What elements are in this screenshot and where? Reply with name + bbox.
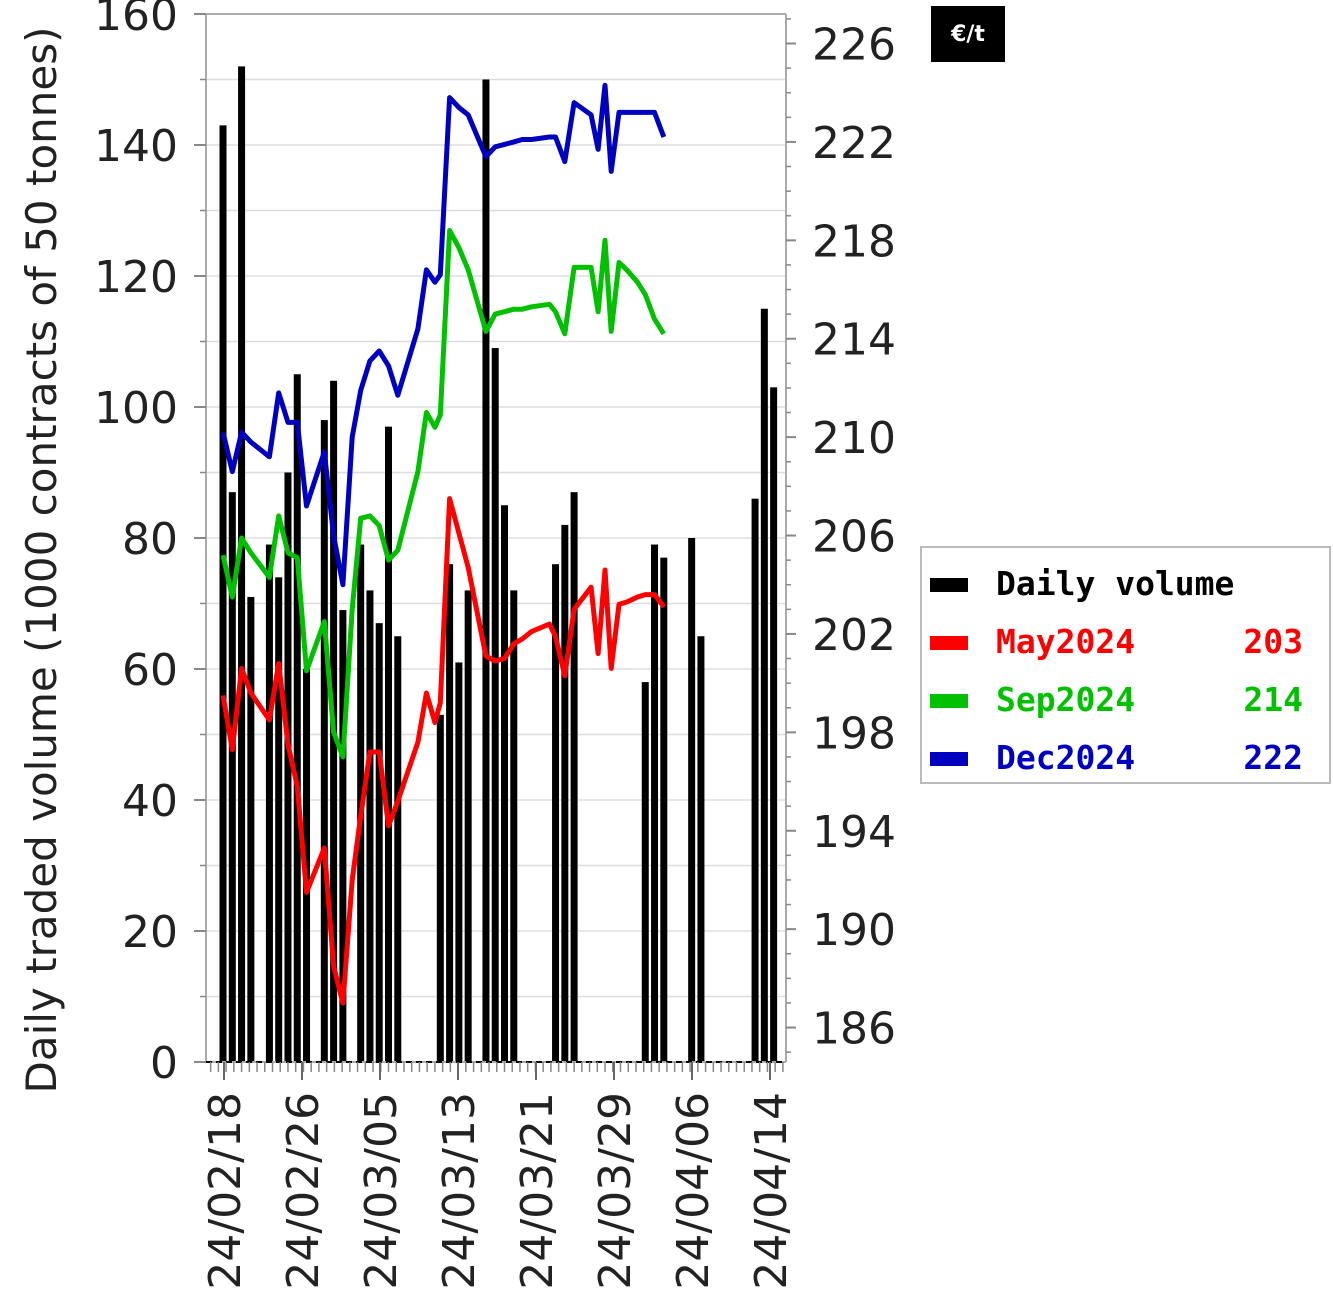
volume-bar <box>697 636 705 1062</box>
y-axis-left-label: Daily traded volume (1000 contracts of 5… <box>17 27 66 1094</box>
volume-bar <box>394 636 402 1062</box>
y-left-tick-label: 100 <box>94 383 178 434</box>
volume-bar <box>219 125 227 1063</box>
y-left-tick-label: 20 <box>122 907 178 958</box>
volume-bar <box>366 590 374 1062</box>
legend-item-may2024: May2024 203 <box>922 614 1329 661</box>
y-right-tick-label: 186 <box>812 1004 896 1055</box>
series-line-sep2024 <box>220 228 666 760</box>
y-right-tick-label: 198 <box>812 708 896 759</box>
volume-bar <box>284 472 292 1062</box>
x-tick-label: 24/03/05 <box>356 1092 407 1290</box>
legend-label-sep2024: Sep2024 <box>996 680 1136 719</box>
right-axis-unit-badge: €/t <box>931 6 1005 62</box>
volume-bar <box>501 505 509 1062</box>
volume-bar <box>760 308 768 1062</box>
x-tick-label: 24/04/06 <box>668 1092 719 1290</box>
x-tick-label: 24/03/21 <box>512 1092 563 1290</box>
volume-bar <box>641 682 649 1062</box>
right-axis-unit-label: €/t <box>951 21 985 47</box>
volume-bar <box>446 564 454 1062</box>
volume-bar <box>228 492 236 1062</box>
volume-bar <box>455 662 463 1062</box>
volume-bar <box>651 544 659 1062</box>
y-right-tick-label: 214 <box>812 315 896 366</box>
volume-bar <box>770 387 778 1063</box>
legend-swatch-volume <box>930 578 968 592</box>
volume-bar <box>464 590 472 1062</box>
legend-item-sep2024: Sep2024 214 <box>922 672 1329 719</box>
volume-bar <box>385 426 393 1062</box>
x-tick-label: 24/02/26 <box>278 1092 329 1290</box>
legend-label-dec2024: Dec2024 <box>996 738 1136 777</box>
volume-bar <box>482 79 490 1062</box>
volume-bar <box>570 492 578 1062</box>
y-right-tick-label: 190 <box>812 905 896 956</box>
volume-bar <box>660 557 668 1062</box>
y-right-tick-label: 226 <box>812 20 896 71</box>
y-right-tick-label: 194 <box>812 807 896 858</box>
volume-bar <box>339 610 347 1062</box>
volume-bars <box>219 66 778 1063</box>
legend-last-dec2024: 222 <box>1243 738 1303 777</box>
x-tick-label: 24/03/13 <box>434 1092 485 1290</box>
legend-label-may2024: May2024 <box>996 622 1136 661</box>
volume-bar <box>293 374 301 1062</box>
y-left-tick-label: 60 <box>122 645 178 696</box>
volume-bar <box>275 577 283 1062</box>
volume-bar <box>510 590 518 1062</box>
y-right-tick-label: 222 <box>812 118 896 169</box>
y-left-tick-label: 140 <box>94 121 178 172</box>
series-line-dec2024 <box>220 82 667 588</box>
volume-bar <box>751 498 759 1062</box>
volume-bar <box>436 714 444 1062</box>
legend-label-volume: Daily volume <box>996 564 1235 603</box>
legend: Daily volume May2024 203 Sep2024 214 Dec… <box>920 546 1331 784</box>
legend-swatch-sep2024 <box>930 694 968 708</box>
x-tick-label: 24/04/14 <box>746 1092 797 1290</box>
axes: 0 20 40 60 80 100 120 140 160 186 190 194 198 202 206 2… <box>94 0 896 1290</box>
volume-bar <box>688 538 696 1062</box>
volume-bar <box>491 348 499 1062</box>
volume-bar <box>375 623 383 1062</box>
volume-bar <box>561 524 569 1062</box>
volume-bar <box>320 420 328 1063</box>
y-left-tick-label: 80 <box>122 514 178 565</box>
legend-last-sep2024: 214 <box>1243 680 1303 719</box>
volume-bar <box>265 544 273 1062</box>
volume-bar <box>238 66 246 1062</box>
legend-swatch-may2024 <box>930 636 968 650</box>
y-left-tick-label: 40 <box>122 776 178 827</box>
legend-item-dec2024: Dec2024 222 <box>922 730 1329 777</box>
y-right-tick-label: 202 <box>812 610 896 661</box>
x-tick-label: 24/02/18 <box>200 1092 251 1290</box>
legend-item-volume: Daily volume <box>922 556 1329 603</box>
x-tick-label: 24/03/29 <box>590 1092 641 1290</box>
series-line-may2024 <box>220 496 666 1006</box>
y-left-tick-label: 160 <box>94 0 178 41</box>
y-right-tick-label: 210 <box>812 413 896 464</box>
y-right-tick-label: 218 <box>812 216 896 267</box>
price-lines <box>220 82 667 1006</box>
volume-bar <box>247 596 255 1062</box>
legend-last-may2024: 203 <box>1243 622 1303 661</box>
y-right-tick-label: 206 <box>812 512 896 563</box>
legend-swatch-dec2024 <box>930 752 968 766</box>
volume-bar <box>552 564 560 1062</box>
y-left-tick-label: 0 <box>150 1038 178 1089</box>
y-left-tick-label: 120 <box>94 252 178 303</box>
